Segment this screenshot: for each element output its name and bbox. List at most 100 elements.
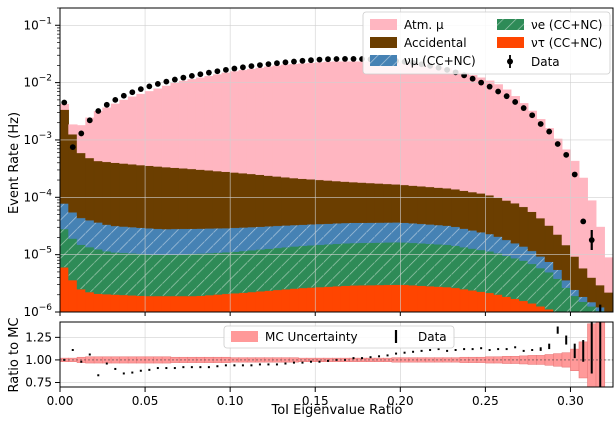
bottom-y-axis-label: Ratio to MC: [7, 318, 22, 393]
bar--cc-nc-: [102, 224, 112, 252]
bar-atm-: [93, 111, 104, 162]
bar-atm-: [383, 61, 393, 185]
bar--e-cc-nc-: [476, 249, 486, 292]
bar--cc-nc-: [510, 298, 520, 312]
bar--cc-nc-: [85, 220, 95, 248]
bar--cc-nc-: [144, 228, 155, 255]
bar--e-cc-nc-: [263, 248, 274, 291]
bar--cc-nc-: [570, 289, 580, 297]
bar--e-cc-nc-: [60, 228, 70, 268]
bar-atm-: [595, 226, 605, 286]
bar--e-cc-nc-: [195, 253, 206, 296]
bar--cc-nc-: [451, 226, 461, 246]
bar-atm-: [425, 65, 435, 188]
bar--cc-nc-: [204, 294, 214, 312]
bar--e-cc-nc-: [187, 253, 197, 297]
bar--cc-nc-: [442, 286, 452, 312]
bar--e-cc-nc-: [229, 251, 240, 294]
bar--cc-nc-: [425, 224, 435, 245]
bar--cc-nc-: [187, 228, 197, 255]
y-tick-label: 10−3: [23, 131, 52, 147]
bar--cc-nc-: [298, 287, 308, 312]
bar--e-cc-nc-: [451, 245, 461, 289]
bar-atm-: [519, 103, 529, 208]
bar--e-cc-nc-: [493, 253, 503, 295]
bar-accidental: [323, 180, 333, 224]
bar-accidental: [93, 160, 104, 223]
bar--cc-nc-: [263, 226, 274, 249]
data-point: [342, 56, 348, 62]
bar--e-cc-nc-: [246, 250, 257, 293]
bar--cc-nc-: [255, 226, 265, 250]
bar--cc-nc-: [153, 295, 163, 312]
series-accidental: [60, 109, 613, 312]
bar--e-cc-nc-: [459, 246, 469, 290]
bar-atm-: [68, 124, 78, 135]
bar--cc-nc-: [315, 286, 325, 312]
bar--e-cc-nc-: [357, 242, 367, 286]
bar--cc-nc-: [289, 224, 299, 247]
bar-accidental: [527, 211, 537, 252]
bar--e-cc-nc-: [485, 251, 495, 294]
bar-accidental: [561, 244, 571, 281]
bar--e-cc-nc-: [417, 243, 427, 286]
bar--cc-nc-: [527, 303, 537, 312]
mc-uncertainty-bin: [102, 356, 112, 364]
bar--cc-nc-: [187, 295, 197, 312]
data-point: [248, 63, 255, 70]
bar-atm-: [306, 62, 316, 180]
mc-uncertainty-bin: [238, 357, 248, 363]
bar--cc-nc-: [553, 315, 562, 317]
bar-accidental: [544, 225, 554, 262]
bar-accidental: [468, 191, 478, 231]
bar--cc-nc-: [221, 293, 231, 312]
bar--cc-nc-: [281, 289, 291, 312]
bar--cc-nc-: [417, 223, 427, 244]
bar-atm-: [451, 70, 461, 190]
bar-accidental: [553, 234, 563, 270]
top-y-axis-label: Event Rate (Hz): [7, 112, 22, 214]
bar-accidental: [485, 195, 495, 235]
data-point: [137, 86, 144, 93]
bar--cc-nc-: [144, 295, 155, 312]
bar--cc-nc-: [76, 288, 87, 312]
bar--e-cc-nc-: [400, 242, 410, 286]
bar-atm-: [485, 80, 495, 196]
x-tick-label: 0.20: [387, 394, 414, 408]
bar-atm-: [161, 85, 172, 168]
bar--cc-nc-: [212, 294, 223, 312]
bar--cc-nc-: [510, 243, 520, 259]
bar-accidental: [161, 166, 172, 230]
bar--cc-nc-: [68, 279, 78, 312]
bottom-axes-frame: [59, 321, 614, 388]
data-point: [512, 99, 519, 105]
bar-atm-: [170, 82, 180, 168]
bar--cc-nc-: [306, 224, 316, 246]
data-point: [223, 66, 229, 73]
data-point: [554, 141, 561, 147]
bar-atm-: [510, 96, 520, 204]
bar-accidental: [246, 173, 257, 228]
bar--cc-nc-: [578, 296, 588, 303]
bar-atm-: [553, 138, 563, 235]
bar--cc-nc-: [442, 225, 452, 246]
bar-atm-: [102, 107, 112, 163]
bar-atm-: [263, 66, 274, 176]
bar-atm-: [229, 71, 240, 173]
bar-accidental: [578, 268, 588, 298]
data-point: [214, 68, 221, 75]
bar--e-cc-nc-: [332, 243, 342, 287]
data-point: [599, 311, 602, 312]
series--cc-nc-: [60, 267, 562, 317]
bar-atm-: [221, 72, 231, 172]
bar-accidental: [85, 157, 95, 221]
bar--cc-nc-: [400, 222, 410, 243]
bar-atm-: [434, 67, 444, 188]
bar-accidental: [76, 152, 87, 219]
data-point: [520, 105, 527, 111]
bar--e-cc-nc-: [374, 242, 384, 286]
bar--cc-nc-: [60, 203, 70, 230]
bar--cc-nc-: [485, 233, 495, 252]
bar-atm-: [119, 99, 129, 164]
bar-accidental: [493, 197, 503, 237]
